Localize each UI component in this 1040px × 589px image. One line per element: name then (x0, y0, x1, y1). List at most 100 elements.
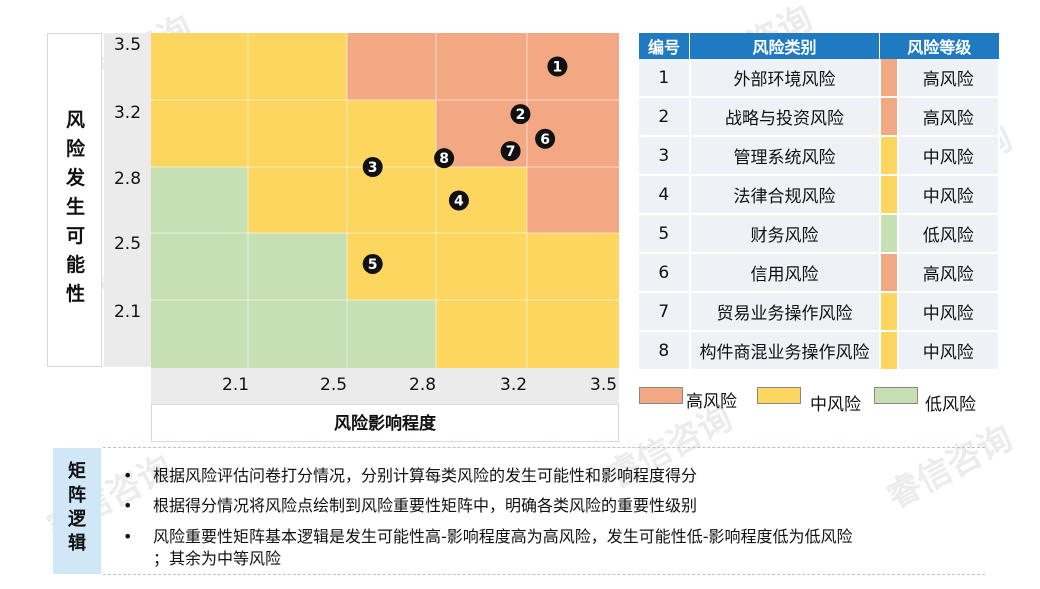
cell-category: 外部环境风险 (689, 59, 881, 98)
cell-level: 中风险 (897, 331, 1000, 371)
matrix-cell (527, 33, 619, 100)
x-tick-label: 3.5 (590, 375, 618, 395)
cell-category: 构件商混业务操作风险 (689, 331, 881, 371)
risk-point: 3 (362, 157, 383, 177)
matrix-cell (151, 233, 248, 300)
logic-tab: 矩阵逻辑 (53, 448, 101, 574)
cell-level: 高风险 (897, 59, 1000, 98)
y-tick-column: 3.5 3.2 2.8 2.5 2.1 (104, 33, 151, 367)
y-tick-label: 2.5 (113, 234, 142, 254)
cell-level-swatch (879, 331, 899, 371)
cell-no: 5 (639, 214, 691, 254)
legend-label-high: 高风险 (686, 392, 737, 412)
risk-point-label: 2 (516, 107, 526, 123)
legend-swatch-high (639, 387, 683, 404)
cell-no: 7 (639, 292, 691, 332)
matrix-cell (347, 300, 436, 368)
table-header-row: 编号 风险类别 风险等级 (639, 33, 1000, 59)
risk-point: 6 (535, 128, 556, 149)
cell-category: 管理系统风险 (689, 136, 881, 176)
matrix-cell (248, 233, 347, 300)
cell-level: 中风险 (897, 175, 1000, 215)
risk-point-label: 8 (439, 151, 449, 167)
cell-no: 1 (639, 59, 691, 98)
risk-point-marker (510, 104, 531, 125)
risk-matrix: 1 2 3 4 5 6 7 8 (151, 33, 619, 368)
table-row: 1 外部环境风险 高风险 (639, 59, 1000, 98)
y-tick-label: 2.1 (113, 302, 142, 322)
matrix-cell (151, 300, 248, 368)
risk-point-marker (535, 128, 556, 149)
cell-level: 高风险 (897, 253, 1000, 293)
logic-title: 矩阵逻辑 (68, 461, 86, 554)
header-level: 风险等级 (879, 33, 1000, 59)
risk-point-label: 4 (454, 194, 464, 210)
matrix-cell (436, 233, 527, 300)
risk-table: 编号 风险类别 风险等级 1 外部环境风险 高风险 2 战略与投资风险 高风险 3 管理系统风… (639, 33, 1000, 371)
table-row: 7 贸易业务操作风险 中风险 (639, 292, 1000, 332)
cell-level: 高风险 (897, 97, 1000, 137)
cell-level-swatch (879, 292, 899, 332)
matrix-cell (347, 33, 436, 100)
matrix-cell (151, 100, 248, 167)
table-row: 2 战略与投资风险 高风险 (639, 97, 1000, 137)
risk-point-marker (547, 56, 568, 77)
risk-point-label: 7 (506, 144, 516, 160)
cell-level: 低风险 (897, 214, 1000, 254)
logic-bullet-1: • 根据风险评估问卷打分情况，分别计算每类风险的发生可能性和影响程度得分 (123, 466, 698, 485)
risk-point-marker (362, 157, 383, 177)
matrix-cell (527, 300, 619, 368)
x-axis-label: 风险影响程度 (151, 404, 619, 442)
cell-category: 战略与投资风险 (689, 97, 881, 137)
cell-level-swatch (879, 97, 899, 137)
y-tick-label: 3.5 (113, 35, 142, 55)
x-tick-label: 3.2 (500, 375, 528, 395)
cell-level-swatch (879, 214, 899, 254)
risk-point: 7 (500, 141, 521, 162)
matrix-cell (436, 300, 527, 368)
matrix-cell (347, 100, 436, 167)
risk-point-marker (362, 253, 383, 274)
cell-level: 中风险 (897, 136, 1000, 176)
risk-point: 2 (510, 104, 531, 125)
risk-point-label: 1 (553, 60, 563, 76)
risk-point: 1 (547, 56, 568, 77)
risk-point: 4 (448, 190, 469, 211)
risk-point: 5 (362, 253, 383, 274)
cell-level-swatch (879, 253, 899, 293)
risk-point: 8 (434, 148, 455, 169)
y-axis-label: 风险发生可能性 (65, 109, 85, 305)
logic-box: • 根据风险评估问卷打分情况，分别计算每类风险的发生可能性和影响程度得分 • 根据得… (103, 447, 985, 575)
cell-level-swatch (879, 175, 899, 215)
matrix-cell (436, 33, 527, 100)
cell-no: 4 (639, 175, 691, 215)
cell-level-swatch (879, 136, 899, 176)
cell-category: 法律合规风险 (689, 175, 881, 215)
cell-level: 中风险 (897, 292, 1000, 332)
legend-label-mid: 中风险 (810, 395, 861, 415)
matrix-cell (151, 33, 248, 100)
table-row: 6 信用风险 高风险 (639, 253, 1000, 293)
matrix-cell (151, 167, 248, 233)
cell-no: 3 (639, 136, 691, 176)
y-tick-label: 3.2 (113, 103, 142, 123)
table-row: 8 构件商混业务操作风险 中风险 (639, 331, 1000, 371)
matrix-cell (248, 167, 347, 233)
y-tick-label: 2.8 (113, 169, 142, 189)
cell-category: 财务风险 (689, 214, 881, 254)
header-category: 风险类别 (689, 33, 880, 59)
header-no: 编号 (639, 33, 690, 59)
x-tick-label: 2.8 (409, 375, 437, 395)
cell-category: 贸易业务操作风险 (689, 292, 881, 332)
logic-bullet-3-cont: ；其余为中等风险 (153, 549, 282, 568)
risk-point-marker (448, 190, 469, 211)
table-row: 5 财务风险 低风险 (639, 214, 1000, 254)
table-row: 4 法律合规风险 中风险 (639, 175, 1000, 215)
x-tick-label: 2.5 (320, 375, 348, 395)
table-row: 3 管理系统风险 中风险 (639, 136, 1000, 176)
legend-label-low: 低风险 (925, 395, 976, 415)
logic-bullet-2: • 根据得分情况将风险点绘制到风险重要性矩阵中，明确各类风险的重要性级别 (123, 496, 698, 515)
cell-no: 6 (639, 253, 691, 293)
cell-no: 2 (639, 97, 691, 137)
matrix-cell (527, 167, 619, 233)
